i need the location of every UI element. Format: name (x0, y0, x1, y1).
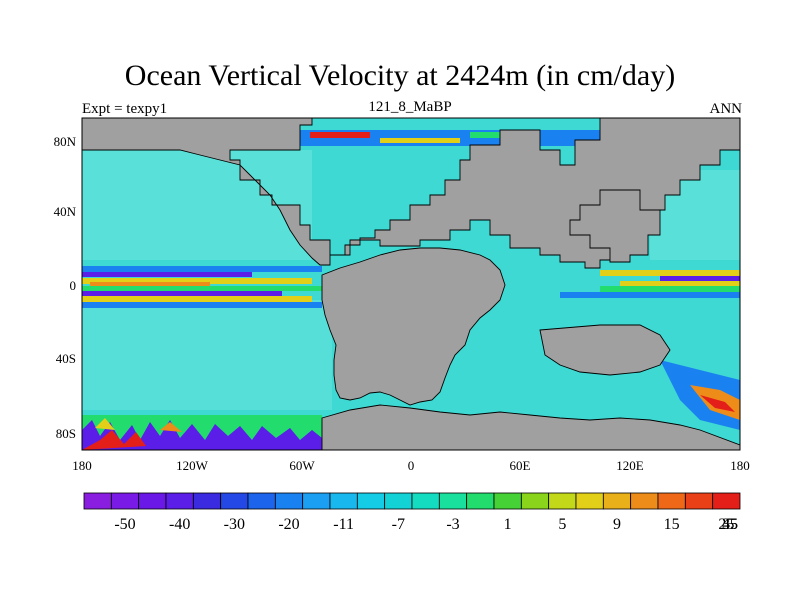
colorbar-label: -30 (224, 516, 245, 533)
equatorial-band (82, 272, 252, 277)
colorbar-label: -40 (169, 516, 190, 533)
southern-spikes (95, 418, 115, 430)
equatorial-band (82, 296, 312, 302)
lat-label-80s: 80S (56, 426, 76, 441)
equatorial-band (82, 291, 282, 296)
colorbar-swatch (192, 492, 222, 510)
lon-label-60e: 60E (510, 458, 531, 473)
land-south-america-africa (321, 247, 506, 406)
colorbar-swatch (274, 492, 304, 510)
colorbar-swatch (493, 492, 522, 510)
lon-label-0: 0 (408, 458, 415, 473)
southern-spikes (160, 422, 182, 432)
colorbar-swatch (302, 492, 331, 510)
lon-label-60w: 60W (289, 458, 315, 473)
equatorial-band (90, 282, 210, 286)
map-field (82, 118, 740, 450)
colorbar-swatch (165, 492, 194, 510)
colorbar-swatch (602, 492, 632, 510)
colorbar-swatch (548, 492, 577, 510)
colorbar-swatch (657, 492, 686, 510)
equatorial-band (620, 281, 740, 286)
lat-label-40s: 40S (56, 351, 76, 366)
colorbar-swatch (220, 492, 249, 510)
lon-label-120w: 120W (176, 458, 209, 473)
colorbar-label: -50 (114, 516, 135, 533)
colorbar-swatch (630, 492, 659, 510)
colorbar-label: -20 (278, 516, 299, 533)
latitude-axis: 80N 40N 0 40S 80S (54, 134, 77, 441)
equatorial-band (660, 276, 740, 281)
colorbar-label: -7 (392, 516, 405, 533)
colorbar-label: -3 (446, 516, 459, 533)
colorbar-label: 45 (722, 516, 738, 533)
colorbar-swatch (684, 492, 714, 510)
equatorial-band (82, 278, 312, 284)
equatorial-band (82, 266, 322, 272)
colorbar-swatch (384, 492, 413, 510)
colorbar-label: -11 (333, 516, 354, 533)
land-antarctica (321, 404, 740, 450)
experiment-label: Expt = texpy1 (82, 101, 168, 117)
colorbar-swatch (712, 492, 741, 510)
map-frame (81, 117, 741, 451)
season-label: ANN (709, 101, 743, 117)
equatorial-band (82, 286, 322, 291)
colorbar-swatch (575, 492, 604, 510)
equatorial-band (600, 286, 740, 292)
land-masses (82, 118, 740, 450)
colorbar-label: 5 (558, 516, 566, 533)
land-australia (539, 324, 671, 376)
southeast-region (700, 395, 735, 412)
colorbar-label: 1 (504, 516, 512, 533)
land-asia (569, 189, 661, 263)
plot-title: Ocean Vertical Velocity at 2424m (in cm/… (124, 59, 676, 92)
arctic-band (380, 138, 460, 143)
colorbar-swatch (520, 492, 550, 510)
colorbar (83, 492, 741, 510)
lon-label-180e: 180 (730, 458, 750, 473)
colorbar-swatch (411, 492, 440, 510)
arctic-band (310, 132, 370, 138)
colorbar-swatch (438, 492, 468, 510)
longitude-axis: 180 120W 60W 0 60E 120E 180 (72, 458, 750, 473)
period-label: 121_8_MaBP (368, 99, 452, 115)
colorbar-swatch (83, 492, 112, 510)
colorbar-label: 25 (718, 516, 734, 533)
southern-spikes (82, 430, 146, 450)
equatorial-band (600, 270, 740, 276)
lat-label-0: 0 (70, 278, 77, 293)
colorbar-swatch (110, 492, 140, 510)
colorbar-label: 35 (722, 516, 738, 533)
equatorial-band (82, 302, 322, 308)
colorbar-swatch (329, 492, 358, 510)
equatorial-band (560, 292, 740, 298)
lat-label-80n: 80N (54, 134, 77, 149)
lat-label-40n: 40N (54, 204, 77, 219)
ocean-light-band (82, 300, 332, 410)
colorbar-swatch (138, 492, 167, 510)
lon-label-120e: 120E (616, 458, 644, 473)
colorbar-swatch (356, 492, 386, 510)
colorbar-label: 9 (613, 516, 621, 533)
colorbar-label: 15 (664, 516, 680, 533)
colorbar-swatch (247, 492, 276, 510)
colorbar-swatch (466, 492, 495, 510)
lon-label-180w: 180 (72, 458, 92, 473)
